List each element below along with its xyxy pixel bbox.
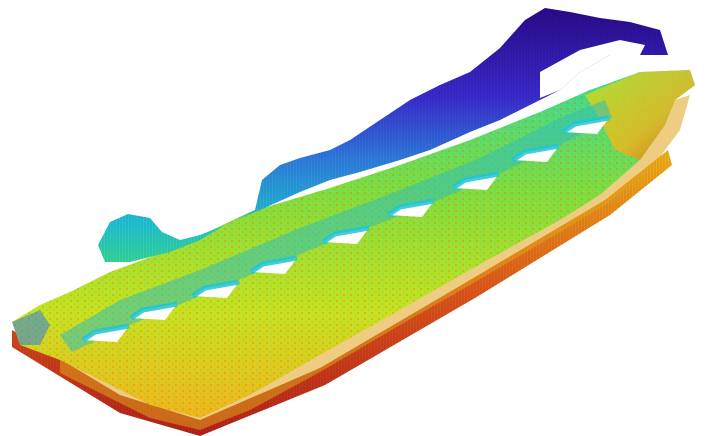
slot-hole-rim [249,255,298,275]
slot-hole-rim [451,171,500,191]
inner-channel [60,100,612,352]
slot-hole-rim [386,198,435,218]
right-tip-region [585,70,695,160]
ridge-grain [98,8,668,262]
slot-holes [81,115,610,343]
lower-edge-band [60,95,690,430]
slot-hole-rim [129,301,178,321]
slot-hole-rim [511,143,560,163]
arch-cutout [540,40,645,98]
left-end-cap [12,310,50,345]
slot-hole-rim [81,323,130,343]
slot-hole-rim [321,225,370,245]
slot-hole-rim [191,279,240,299]
slot-hole-rim [561,115,610,135]
